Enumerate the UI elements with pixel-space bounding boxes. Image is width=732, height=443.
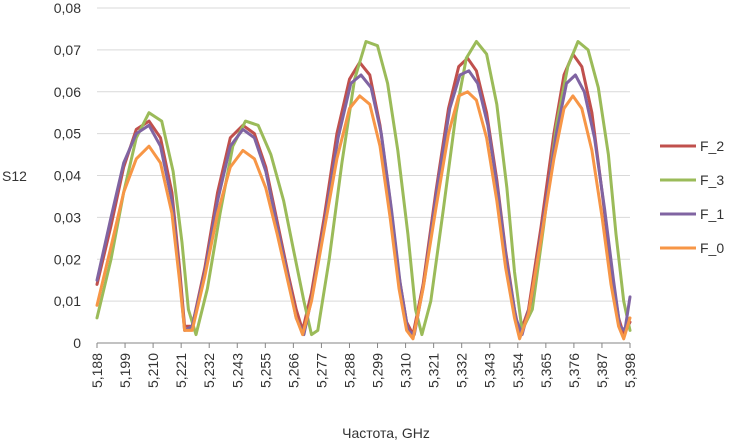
x-axis-title: Частота, GHz (342, 425, 430, 441)
x-tick-label: 5,277 (313, 353, 329, 388)
x-tick-label: 5,365 (538, 353, 554, 388)
x-tick-label: 5,332 (454, 353, 470, 388)
x-tick-label: 5,232 (201, 353, 217, 388)
x-tick-label: 5,243 (229, 353, 245, 388)
x-tick-label: 5,299 (370, 353, 386, 388)
legend-label: F_3 (700, 172, 724, 188)
y-axis-ticks: 0 0,01 0,02 0,03 0,04 0,05 0,06 0,07 0,08 (54, 0, 81, 351)
series-line-f-1 (95, 69, 632, 337)
x-tick-label: 5,199 (117, 353, 133, 388)
x-tick-label: 5,321 (426, 353, 442, 388)
x-tick-label: 5,188 (89, 353, 105, 388)
y-tick-label: 0,03 (54, 209, 81, 225)
y-tick-label: 0 (73, 335, 81, 351)
y-tick-label: 0,08 (54, 0, 81, 16)
y-tick-label: 0,05 (54, 126, 81, 142)
legend: F_2 F_3 F_1 F_0 (660, 138, 724, 256)
x-tick-label: 5,288 (341, 353, 357, 388)
x-tick-label: 5,376 (566, 353, 582, 388)
x-tick-label: 5,343 (482, 353, 498, 388)
x-tick-label: 5,387 (594, 353, 610, 388)
y-tick-label: 0,06 (54, 84, 81, 100)
x-tick-label: 5,266 (285, 353, 301, 388)
grid-lines (97, 7, 630, 302)
x-tick-label: 5,310 (398, 353, 414, 388)
y-tick-label: 0,07 (54, 42, 81, 58)
legend-label: F_0 (700, 240, 724, 256)
y-tick-label: 0,04 (54, 168, 81, 184)
legend-label: F_1 (700, 206, 724, 222)
x-tick-label: 5,255 (257, 353, 273, 388)
x-tick-label: 5,210 (145, 353, 161, 388)
y-axis-title: S12 (2, 168, 27, 184)
x-tick-label: 5,221 (173, 353, 189, 388)
x-tick-label: 5,354 (510, 353, 526, 388)
y-tick-label: 0,01 (54, 293, 81, 309)
x-axis-ticks: 5,188 5,199 5,210 5,221 5,232 5,243 5,255 5,266… (89, 343, 638, 388)
y-tick-label: 0,02 (54, 251, 81, 267)
x-tick-label: 5,398 (622, 353, 638, 388)
series-line-f-0 (95, 90, 632, 341)
legend-label: F_2 (700, 138, 724, 154)
series-lines (95, 40, 632, 341)
